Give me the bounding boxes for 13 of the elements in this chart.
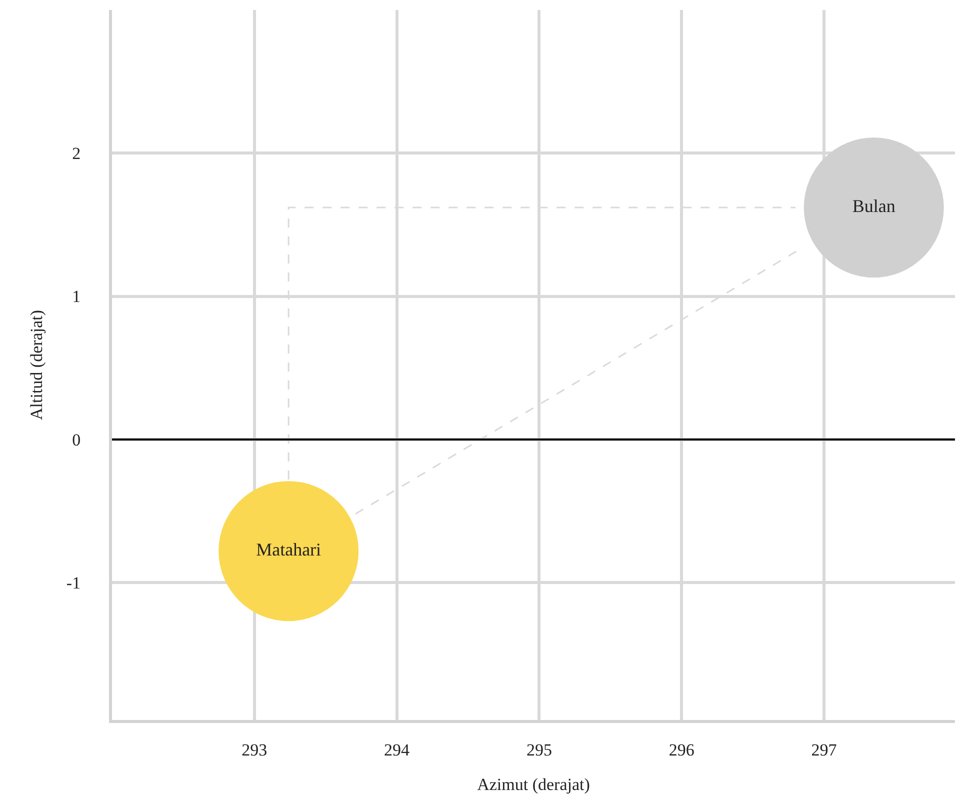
x-tick-label: 297 <box>811 740 838 760</box>
x-tick-label: 295 <box>526 740 552 760</box>
series-label: Matahari <box>256 540 322 560</box>
y-tick-label: -1 <box>66 574 81 593</box>
series-label: Bulan <box>852 196 896 216</box>
y-tick-label: 0 <box>72 430 81 450</box>
y-tick-label: 2 <box>72 144 81 164</box>
y-tick-label: 1 <box>72 287 81 306</box>
y-axis-title: Altitud (derajat) <box>26 310 46 420</box>
x-axis-title: Azimut (derajat) <box>477 774 590 794</box>
x-tick-label: 293 <box>242 740 268 760</box>
x-tick-label: 294 <box>384 740 410 760</box>
x-tick-label: 296 <box>668 740 694 760</box>
